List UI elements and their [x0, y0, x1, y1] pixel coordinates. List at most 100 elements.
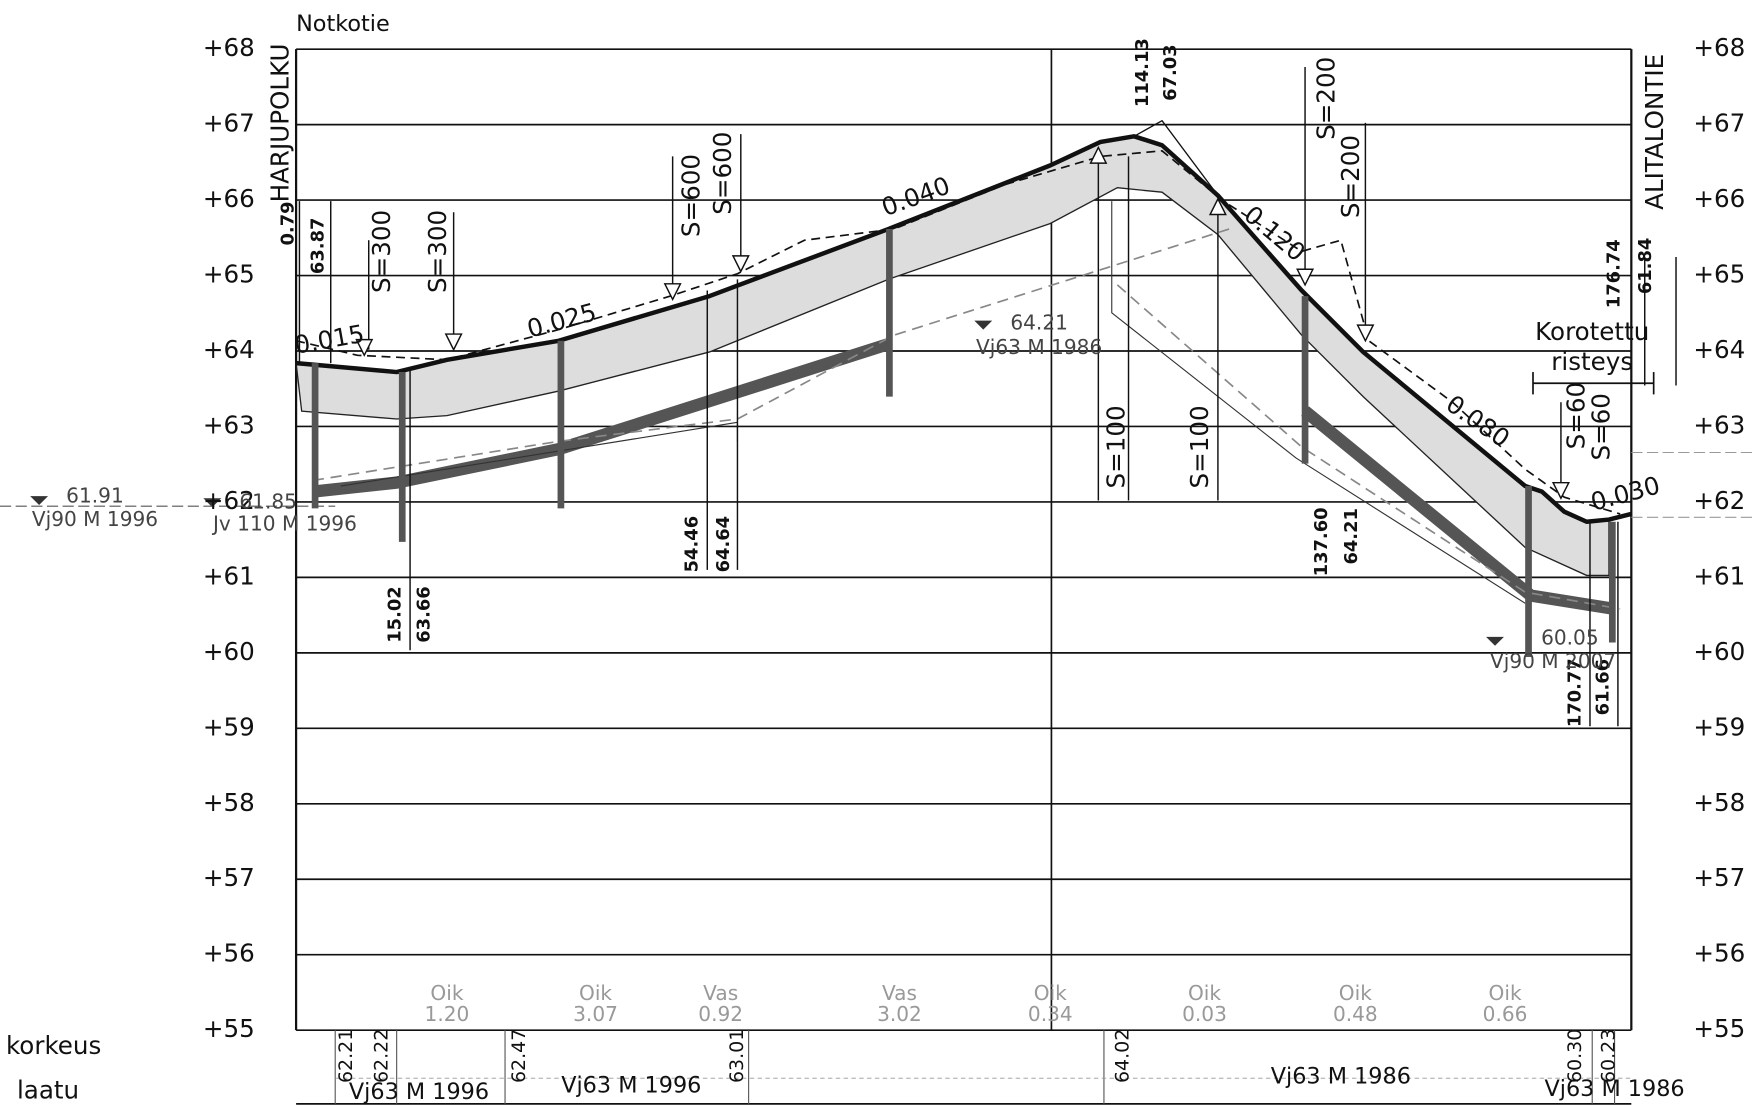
crossfall-value: 3.07 [573, 1002, 618, 1026]
crossfall-value: 0.48 [1333, 1002, 1378, 1026]
profile-label: 61.84 [1635, 238, 1656, 294]
benchmark-marker [30, 496, 49, 506]
profile-label: 64.64 [713, 516, 734, 572]
vertex-marker [1551, 481, 1570, 500]
crossfall-side: Oik [1339, 981, 1372, 1005]
benchmark-marker [1486, 636, 1504, 646]
profile-label: S=200 [1336, 135, 1365, 218]
profile-label: risteys [1551, 347, 1633, 376]
y-scale-label: +60 [203, 637, 255, 666]
y-scale-label: +58 [203, 788, 255, 817]
crossfall-side: Oik [579, 981, 612, 1005]
profile-label: 63.87 [307, 218, 328, 274]
crossfall-side: Vas [882, 981, 917, 1005]
vertex-marker [1356, 324, 1375, 343]
y-scale-label: +59 [203, 712, 255, 741]
y-scale-label: +57 [203, 863, 255, 892]
y-scale-label: +56 [1693, 939, 1745, 968]
crossfall-side: Oik [1489, 981, 1522, 1005]
vertex-marker [663, 283, 682, 302]
y-scale-label: +56 [203, 939, 255, 968]
profile-label: S=100 [1185, 405, 1214, 488]
y-scale-label: +64 [203, 335, 255, 364]
y-scale-label: +60 [1693, 637, 1745, 666]
thin-line [1133, 119, 1219, 196]
vertex-marker [1296, 268, 1315, 287]
profile-label: S=300 [367, 210, 396, 293]
profile-label: S=600 [677, 154, 706, 237]
benchmark-description: Jv 110 M 1996 [211, 512, 357, 536]
crossfall-side: Oik [1188, 981, 1221, 1005]
row-label: laatu [17, 1076, 79, 1105]
profile-label: S=200 [1311, 57, 1340, 140]
y-scale-label: +55 [203, 1014, 255, 1043]
benchmark-elevation: 60.05 [1541, 626, 1599, 650]
base-layer [312, 338, 891, 498]
profile-label: 61.66 [1592, 659, 1613, 715]
quality-value: Vj63 M 1986 [1544, 1076, 1684, 1102]
y-scale-label: +64 [1693, 335, 1745, 364]
profile-label: 114.13 [1132, 38, 1153, 107]
profile-label: 67.03 [1160, 44, 1181, 100]
vertex-marker [1089, 145, 1108, 164]
profile-label: S=100 [1101, 405, 1130, 488]
profile-label: S=300 [423, 210, 452, 293]
profile-label: S=600 [708, 132, 737, 215]
benchmark-description: Vj90 M 1996 [32, 507, 158, 531]
benchmark-description: Vj90 M 2007 [1490, 649, 1616, 673]
y-scale-label: +65 [1693, 260, 1745, 289]
benchmark-description: Vj63 M 1986 [976, 335, 1102, 359]
benchmark-elevation: 61.85 [239, 489, 297, 513]
profile-label: 0.030 [1588, 470, 1663, 516]
profile-label: S=60 [1562, 382, 1591, 449]
height-value: 63.01 [726, 1029, 748, 1083]
vertex-marker [731, 255, 750, 274]
crossfall-side: Oik [430, 981, 463, 1005]
y-scale-label: +66 [1693, 184, 1745, 213]
profile-label: 137.60 [1311, 507, 1332, 576]
crossfall-value: 0.66 [1483, 1002, 1528, 1026]
thin-line [1111, 201, 1526, 604]
crossfall-side: Oik [1034, 981, 1067, 1005]
height-value: 60.30 [1564, 1029, 1586, 1083]
crossfall-value: 3.02 [877, 1002, 922, 1026]
benchmark-marker [974, 320, 993, 330]
vertex-marker [355, 338, 374, 357]
y-scale-label: +61 [1693, 561, 1745, 590]
y-scale-label: +61 [203, 561, 255, 590]
y-scale-label: +66 [203, 184, 255, 213]
crossfall-value: 1.20 [425, 1002, 470, 1026]
crossfall-side: Vas [703, 981, 738, 1005]
profile-label: S=60 [1586, 393, 1615, 460]
crossfall-value: 0.92 [698, 1002, 743, 1026]
road-name: HARJUPOLKU [266, 43, 295, 202]
title: Notkotie [296, 11, 390, 37]
y-scale-label: +62 [203, 486, 255, 515]
height-value: 64.02 [1111, 1029, 1133, 1083]
benchmark-elevation: 64.21 [1010, 311, 1068, 335]
profile-label: 0.79 [277, 201, 298, 245]
y-scale-label: +58 [1693, 788, 1745, 817]
y-scale-label: +65 [203, 260, 255, 289]
y-scale-label: +67 [1693, 109, 1745, 138]
profile-label: 15.02 [385, 586, 406, 642]
existing-ground [295, 149, 1621, 515]
crossfall-value: 0.34 [1028, 1002, 1073, 1026]
vertex-marker [1208, 197, 1227, 216]
road-name: ALITALONTIE [1640, 54, 1669, 210]
profile-label: 0.015 [292, 319, 366, 360]
y-scale-label: +57 [1693, 863, 1745, 892]
height-value: 62.47 [508, 1029, 530, 1083]
profile-label: 63.66 [414, 586, 435, 642]
y-scale-label: +63 [203, 410, 255, 439]
quality-value: Vj63 M 1996 [349, 1079, 489, 1105]
profile-label: 176.74 [1604, 239, 1625, 308]
grey-dashed [1116, 284, 1621, 610]
y-scale-label: +68 [203, 33, 255, 62]
profile-label: 170.77 [1564, 658, 1585, 727]
y-scale-label: +63 [1693, 410, 1745, 439]
y-scale-label: +59 [1693, 712, 1745, 741]
benchmark-elevation: 61.91 [66, 484, 124, 508]
row-label: korkeus [6, 1031, 101, 1060]
